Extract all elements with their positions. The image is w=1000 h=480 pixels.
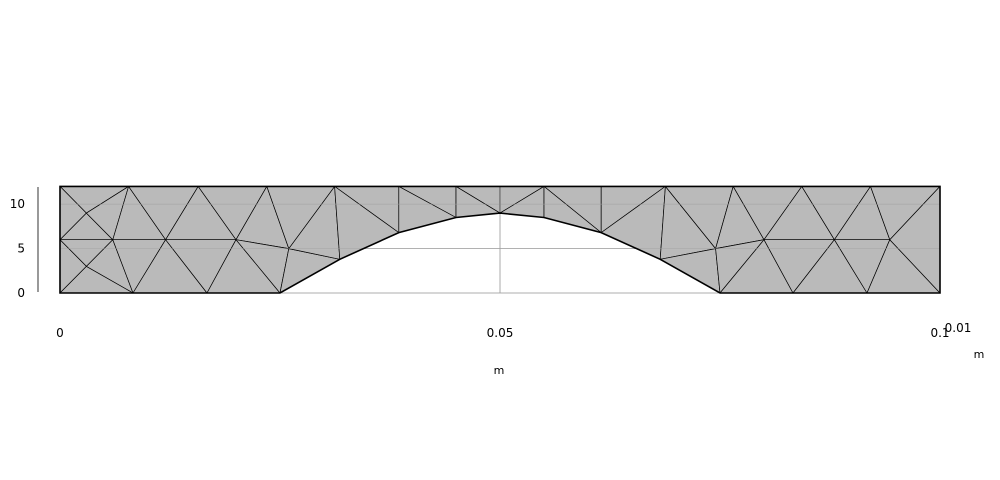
y-tick-label: 10 (10, 197, 25, 211)
x-tick-label: 0.05 (487, 326, 514, 340)
mesh-triangles (59, 186, 941, 294)
x-tick-label: 0.1 (930, 326, 949, 340)
x-axis-tick-labels: 0 0.05 0.1 (56, 326, 949, 340)
y-axis-unit-label: m (974, 348, 985, 361)
y-tick-label: 5 (17, 242, 25, 256)
y-tick-label: 0 (17, 286, 25, 300)
x-axis-unit-label: m (494, 364, 505, 377)
y-axis-tick-labels: 0 5 10 (10, 197, 25, 300)
domain-outline (59, 185, 941, 294)
x-tick-label: 0 (56, 326, 64, 340)
y-axis-scale-factor: 0.01 (945, 321, 972, 335)
